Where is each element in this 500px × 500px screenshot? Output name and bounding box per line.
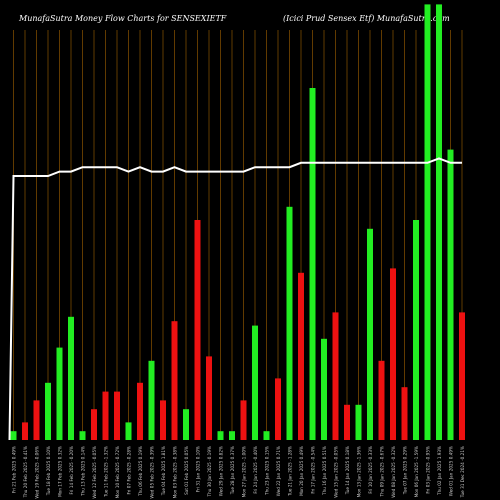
x-tick-label: Tue 11 Feb 2025 -1.32% xyxy=(104,446,109,498)
x-tick-label: Tue 28 Jan 2025 0.37% xyxy=(230,446,235,495)
money-flow-bar xyxy=(390,268,396,440)
x-tick-label: Fri 14 Feb 2025 -0.20% xyxy=(69,446,74,495)
money-flow-bar xyxy=(217,431,224,440)
x-tick-label: Thu 23 Jan 2025 0.15% xyxy=(265,446,270,496)
money-flow-bar xyxy=(298,272,304,440)
money-flow-bar xyxy=(413,220,419,440)
money-flow-bar xyxy=(309,88,316,440)
x-tick-label: Mon 06 Jan 2025 -1.59% xyxy=(414,446,419,497)
money-flow-bar xyxy=(79,431,86,440)
money-flow-bar xyxy=(45,382,51,440)
x-tick-label: Thu 09 Jan 2025 -0.67% xyxy=(380,446,385,497)
money-flow-bar xyxy=(33,400,40,440)
chart-title-right: (Icici Prud Sensex Etf) MunafaSutra.com xyxy=(283,14,450,23)
money-flow-bar xyxy=(321,338,327,440)
x-tick-label: Wed 15 Jan 2025 -0.05% xyxy=(334,446,339,498)
money-flow-bar xyxy=(367,228,373,440)
x-tick-label: Mon 13 Jan 2025 -1.36% xyxy=(357,446,362,497)
money-flow-bar xyxy=(114,391,120,440)
x-tick-label: Mon 20 Jan 2025 0.49% xyxy=(299,446,304,496)
money-flow-bar xyxy=(332,312,339,440)
x-tick-label: Thu 20 Feb 2025 -0.41% xyxy=(23,446,28,498)
money-flow-bar xyxy=(275,378,281,440)
x-tick-label: Wed 12 Feb 2025 -0.05% xyxy=(92,446,97,499)
money-flow-bar xyxy=(194,220,201,440)
money-flow-bar xyxy=(447,149,454,440)
x-tick-label: Thu 30 Jan 2025 -0.19% xyxy=(207,446,212,497)
x-tick-label: Thu 02 Jan 2025 1.93% xyxy=(437,446,442,496)
x-tick-label: Wed 29 Jan 2025 0.82% xyxy=(219,446,224,496)
x-tick-label: Fri 17 Jan 2025 -0.54% xyxy=(311,446,316,494)
chart-title-left: MunafaSutra Money Flow Charts for SENSEX… xyxy=(19,14,227,23)
money-flow-bar xyxy=(424,4,431,441)
x-tick-label: Fri 21 Feb 2025 0.49% xyxy=(12,446,17,493)
money-flow-bar xyxy=(22,422,28,440)
x-tick-label: Fri 10 Jan 2025 -0.33% xyxy=(368,446,373,494)
x-tick-label: Wed 22 Jan 2025 0.71% xyxy=(276,446,281,496)
x-tick-label: Thu 16 Jan 2025 0.51% xyxy=(322,446,327,496)
x-tick-label: Fri 31 Jan 2025 0.10% xyxy=(196,446,201,492)
money-flow-bar xyxy=(102,391,109,440)
x-tick-label: Wed 08 Jan 2025 -0.32% xyxy=(391,446,396,498)
x-tick-label: Tue 14 Jan 2025 0.18% xyxy=(345,446,350,495)
money-flow-bar xyxy=(56,347,63,440)
x-tick-label: Mon 10 Feb 2025 -0.72% xyxy=(115,446,120,498)
money-flow-bar xyxy=(137,382,143,440)
money-flow-line xyxy=(8,157,462,441)
money-flow-bar xyxy=(229,431,235,440)
x-tick-label: Wed 05 Feb 2025 -0.39% xyxy=(150,446,155,499)
x-tick-label: Tue 07 Jan 2025 0.29% xyxy=(403,446,408,495)
money-flow-bar xyxy=(206,356,212,440)
money-flow-bar xyxy=(459,312,465,440)
money-flow-bar xyxy=(10,431,17,440)
money-flow-bar xyxy=(183,409,189,440)
money-flow-bar xyxy=(401,387,408,440)
x-tick-label: Wed 19 Feb 2025 -0.06% xyxy=(35,446,40,499)
money-flow-bar xyxy=(240,400,247,440)
money-flow-bar xyxy=(252,325,258,440)
x-tick-label: Mon 17 Feb 2025 0.32% xyxy=(58,446,63,497)
money-flow-bar xyxy=(160,400,166,440)
x-tick-label: Thu 13 Feb 2025 0.14% xyxy=(81,446,86,497)
money-flow-bar xyxy=(148,360,155,440)
money-flow-bar xyxy=(436,4,442,441)
x-tick-label: Wed 01 Jan 2025 0.49% xyxy=(449,446,454,496)
money-flow-bar xyxy=(263,431,270,440)
x-tick-label: Thu 06 Feb 2025 0.19% xyxy=(138,446,143,497)
money-flow-bar xyxy=(344,404,350,440)
money-flow-bar xyxy=(378,360,385,440)
x-tick-label: Tue 31 Dec 2024 -0.21% xyxy=(460,446,465,498)
x-tick-label: Sat 01 Feb 2025 0.05% xyxy=(184,446,189,495)
x-tick-label: Mon 03 Feb 2025 -0.38% xyxy=(173,446,178,498)
x-tick-label: Tue 04 Feb 2025 1.81% xyxy=(161,446,166,496)
x-tick-label: Tue 21 Jan 2025 -1.28% xyxy=(288,446,293,497)
x-tick-label: Fri 03 Jan 2025 -0.95% xyxy=(426,446,431,494)
x-tick-label: Tue 18 Feb 2025 0.10% xyxy=(46,446,51,496)
x-tick-label: Mon 27 Jan 2025 -1.00% xyxy=(242,446,247,497)
money-flow-bar xyxy=(68,316,74,440)
money-flow-bar xyxy=(286,206,293,440)
money-flow-bar xyxy=(125,422,132,440)
x-tick-label: Fri 07 Feb 2025 -0.28% xyxy=(127,446,132,495)
money-flow-bar xyxy=(355,404,362,440)
x-tick-label: Fri 24 Jan 2025 -0.40% xyxy=(253,446,258,494)
money-flow-bar xyxy=(91,409,97,440)
money-flow-bar xyxy=(171,321,178,440)
